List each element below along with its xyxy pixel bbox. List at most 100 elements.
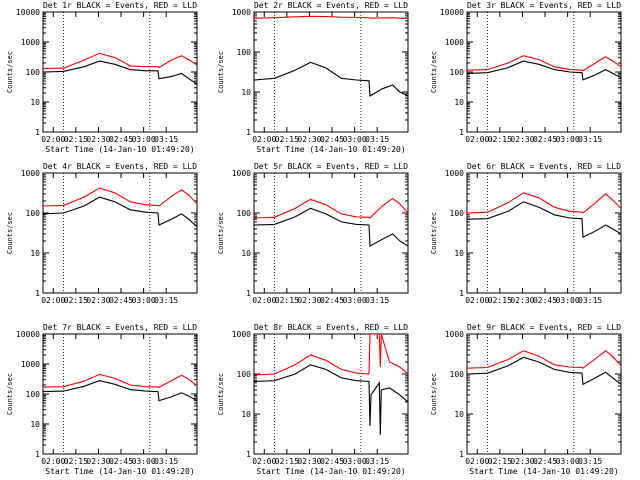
panel-det-4: Det 4r BLACK = Events, RED = LLD 1 10 100 10… xyxy=(6,162,198,305)
x-tick-label: 03:15 xyxy=(365,296,389,305)
panel-title: Det 2r BLACK = Events, RED = LLD xyxy=(254,1,408,10)
panel-title: Det 8r BLACK = Events, RED = LLD xyxy=(254,323,408,332)
x-tick-label: 02:15 xyxy=(488,296,512,305)
y-axis-label: Counts/sec xyxy=(217,51,225,93)
x-tick-label: 02:30 xyxy=(86,135,110,144)
x-tick-label: 03:15 xyxy=(154,457,178,466)
panel-det-7: Det 7r BLACK = Events, RED = LLD 1 10 100 10… xyxy=(6,323,198,476)
events-series-line xyxy=(43,60,197,85)
events-series-line xyxy=(467,60,621,81)
x-axis-label: Start Time (14-Jan-10 01:49:20) xyxy=(469,467,618,476)
x-tick-label: 03:15 xyxy=(578,457,602,466)
panel-title: Det 7r BLACK = Events, RED = LLD xyxy=(43,323,197,332)
y-tick-label: 100 xyxy=(450,370,465,379)
x-tick-label: 02:00 xyxy=(41,135,65,144)
x-tick-label: 02:45 xyxy=(109,296,133,305)
lld-series-line xyxy=(467,192,621,214)
panel-det-8: Det 8r BLACK = Events, RED = LLD 1 10 100 10… xyxy=(217,323,409,476)
x-tick-label: 03:00 xyxy=(343,135,367,144)
y-tick-label: 10 xyxy=(241,249,251,258)
y-tick-label: 1000 xyxy=(232,8,251,17)
x-tick-label: 02:00 xyxy=(41,296,65,305)
panel-title: Det 4r BLACK = Events, RED = LLD xyxy=(43,162,197,171)
panel-title: Det 3r BLACK = Events, RED = LLD xyxy=(467,1,621,10)
x-tick-label: 02:00 xyxy=(252,296,276,305)
events-series-line xyxy=(254,207,408,247)
x-tick-label: 02:45 xyxy=(320,135,344,144)
y-tick-label: 10 xyxy=(30,420,40,429)
lld-series-line xyxy=(467,55,621,72)
x-tick-label: 02:45 xyxy=(320,457,344,466)
x-tick-label: 02:30 xyxy=(510,135,534,144)
x-tick-label: 02:45 xyxy=(109,135,133,144)
y-tick-label: 1000 xyxy=(21,38,40,47)
x-tick-label: 02:45 xyxy=(533,296,557,305)
y-axis-label: Counts/sec xyxy=(217,212,225,254)
x-tick-label: 03:15 xyxy=(365,457,389,466)
x-tick-label: 02:00 xyxy=(465,457,489,466)
y-tick-label: 10000 xyxy=(440,8,464,17)
lld-series-line xyxy=(43,52,197,70)
y-tick-label: 1000 xyxy=(445,169,464,178)
y-tick-label: 100 xyxy=(26,209,41,218)
y-tick-label: 10 xyxy=(454,98,464,107)
y-tick-label: 10000 xyxy=(16,8,40,17)
y-axis-label: Counts/sec xyxy=(430,373,438,415)
x-tick-label: 02:00 xyxy=(465,296,489,305)
y-tick-label: 10 xyxy=(241,410,251,419)
events-series-line xyxy=(254,364,408,435)
y-tick-label: 1000 xyxy=(21,169,40,178)
y-tick-label: 100 xyxy=(237,209,252,218)
y-tick-label: 10 xyxy=(30,249,40,258)
panel-det-3: Det 3r BLACK = Events, RED = LLD 1 10 100 10… xyxy=(430,1,622,144)
x-tick-label: 03:00 xyxy=(132,457,156,466)
panel-det-2: Det 2r BLACK = Events, RED = LLD 1 10 100 10… xyxy=(217,1,409,154)
y-tick-label: 10 xyxy=(30,98,40,107)
y-tick-label: 1000 xyxy=(445,38,464,47)
x-tick-label: 03:15 xyxy=(578,135,602,144)
panel-det-9: Det 9r BLACK = Events, RED = LLD 1 10 100 10… xyxy=(430,323,622,476)
y-tick-label: 1 xyxy=(35,450,40,459)
y-tick-label: 10 xyxy=(454,249,464,258)
x-tick-label: 02:15 xyxy=(275,457,299,466)
y-tick-label: 10 xyxy=(241,88,251,97)
x-tick-label: 03:00 xyxy=(556,135,580,144)
y-tick-label: 1 xyxy=(459,128,464,137)
x-tick-label: 02:15 xyxy=(64,296,88,305)
x-tick-label: 03:00 xyxy=(556,296,580,305)
x-tick-label: 02:00 xyxy=(252,135,276,144)
y-tick-label: 10000 xyxy=(16,330,40,339)
x-tick-label: 02:15 xyxy=(64,457,88,466)
y-tick-label: 1 xyxy=(35,128,40,137)
x-tick-label: 03:15 xyxy=(154,296,178,305)
x-tick-label: 02:45 xyxy=(320,296,344,305)
x-tick-label: 03:00 xyxy=(343,296,367,305)
y-tick-label: 100 xyxy=(237,370,252,379)
y-axis-label: Counts/sec xyxy=(6,212,14,254)
y-axis-label: Counts/sec xyxy=(6,373,14,415)
plot-frame xyxy=(466,333,622,455)
y-tick-label: 1000 xyxy=(445,330,464,339)
x-tick-label: 02:15 xyxy=(275,296,299,305)
y-tick-label: 1 xyxy=(246,450,251,459)
x-tick-label: 02:00 xyxy=(465,135,489,144)
y-tick-label: 100 xyxy=(26,390,41,399)
lld-series-line xyxy=(254,15,408,19)
y-tick-label: 1 xyxy=(35,289,40,298)
panel-det-5: Det 5r BLACK = Events, RED = LLD 1 10 100 10… xyxy=(217,162,409,305)
x-tick-label: 02:15 xyxy=(488,457,512,466)
x-tick-label: 03:00 xyxy=(343,457,367,466)
y-tick-label: 100 xyxy=(450,68,465,77)
x-tick-label: 02:30 xyxy=(86,457,110,466)
panel-title: Det 1r BLACK = Events, RED = LLD xyxy=(43,1,197,10)
y-tick-label: 1 xyxy=(459,450,464,459)
panel-title: Det 9r BLACK = Events, RED = LLD xyxy=(467,323,621,332)
x-tick-label: 02:30 xyxy=(510,296,534,305)
x-axis-label: Start Time (14-Jan-10 01:49:20) xyxy=(45,467,194,476)
x-tick-label: 02:30 xyxy=(510,457,534,466)
x-tick-label: 02:15 xyxy=(488,135,512,144)
y-tick-label: 10 xyxy=(454,410,464,419)
x-axis-label: Start Time (14-Jan-10 01:49:20) xyxy=(45,145,194,154)
x-tick-label: 03:00 xyxy=(132,135,156,144)
plot-frame xyxy=(466,172,622,294)
